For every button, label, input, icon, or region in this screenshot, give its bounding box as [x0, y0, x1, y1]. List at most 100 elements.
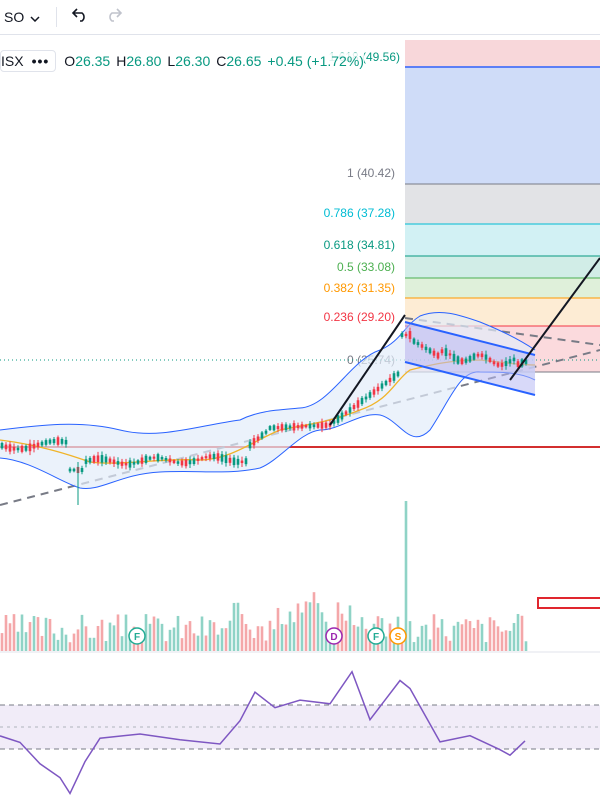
projection-line[interactable] — [509, 257, 600, 381]
candle-body — [456, 356, 460, 364]
candle-body — [208, 454, 212, 459]
volume-bar — [272, 629, 276, 651]
rsi-pane[interactable] — [0, 670, 600, 795]
low-label: L — [167, 53, 176, 69]
candle-body — [472, 353, 476, 360]
volume-bar — [248, 629, 252, 651]
event-marker-1[interactable]: F — [128, 627, 146, 645]
candle-body — [432, 350, 436, 356]
candle-body — [196, 458, 200, 461]
candlestick-series[interactable] — [0, 327, 528, 505]
high-value: 26.80 — [126, 53, 162, 69]
candle-body — [496, 362, 500, 367]
fib-zone-1 — [405, 184, 600, 224]
candle-body — [336, 415, 340, 423]
volume-bar — [424, 624, 428, 651]
volume-bar — [8, 623, 12, 651]
volume-bar — [404, 501, 408, 651]
candle-body — [212, 453, 216, 460]
volume-bar — [292, 622, 296, 651]
undo-button[interactable] — [63, 0, 97, 34]
candle-body — [108, 458, 112, 463]
candle-body — [280, 424, 284, 431]
volume-bar — [212, 622, 216, 651]
fib-label-1: 1 (40.42) — [347, 166, 395, 180]
candle-body — [480, 353, 484, 358]
change-value: +0.45 (+1.72%) — [267, 53, 364, 69]
volume-bar — [60, 627, 64, 651]
volume-bar — [12, 614, 16, 651]
event-marker-4[interactable]: S — [389, 627, 407, 645]
volume-bar — [504, 630, 508, 651]
redo-button[interactable] — [97, 0, 131, 34]
volume-bar — [304, 601, 308, 651]
volume-bar — [516, 613, 520, 651]
volume-bar — [184, 624, 188, 651]
legend-symbol-box[interactable]: ISX ••• — [0, 50, 57, 72]
fib-label-0382: 0.382 (31.35) — [324, 281, 395, 295]
candle-body — [156, 454, 160, 462]
impulse-line[interactable] — [329, 314, 406, 426]
candle-body — [132, 461, 136, 465]
symbol-selector-label: SO — [4, 9, 25, 25]
candle-body — [188, 460, 192, 465]
volume-bar — [268, 620, 272, 651]
candle-body — [164, 458, 168, 461]
volume-bar — [320, 612, 324, 651]
redo-icon — [105, 7, 123, 27]
candle-body — [8, 444, 12, 452]
highlight-rectangle[interactable] — [537, 597, 600, 609]
svg-text:D: D — [330, 632, 337, 643]
volume-bar — [0, 633, 4, 651]
fib-label-0618: 0.618 (34.81) — [324, 238, 395, 252]
close-value: 26.65 — [226, 53, 262, 69]
candle-body — [276, 426, 280, 430]
candle-body — [180, 460, 184, 466]
candle-body — [420, 344, 424, 348]
candle-body — [244, 458, 248, 465]
event-marker-2[interactable]: D — [325, 627, 343, 645]
candle-body — [312, 424, 316, 428]
ohlc-values: O26.35 H26.80 L26.30 C26.65 +0.45 (+1.72… — [64, 53, 364, 69]
more-options-icon[interactable]: ••• — [31, 53, 50, 69]
volume-bar — [240, 614, 244, 651]
volume-bar — [464, 619, 468, 651]
candle-body — [128, 460, 132, 468]
candle-body — [204, 456, 208, 459]
candle-body — [288, 425, 292, 429]
candle-body — [380, 383, 384, 389]
volume-bar — [152, 616, 156, 651]
volume-bar — [92, 637, 96, 651]
symbol-selector[interactable]: SO — [0, 0, 50, 34]
candle-body — [112, 459, 116, 464]
candle-body — [88, 457, 92, 463]
volume-bar — [76, 629, 80, 651]
volume-bar — [260, 626, 264, 651]
volume-bar — [232, 602, 236, 651]
candle-body — [16, 447, 20, 451]
candle-body — [408, 331, 412, 339]
volume-bar — [108, 622, 112, 651]
volume-bar — [56, 639, 60, 651]
candle-body — [524, 359, 528, 364]
volume-bar — [440, 619, 444, 651]
candle-body — [436, 352, 440, 359]
volume-bar — [416, 636, 420, 651]
volume-bar — [196, 635, 200, 651]
volume-bar — [100, 619, 104, 651]
fib-zone-0786 — [405, 224, 600, 256]
volume-bar — [236, 602, 240, 651]
volume-bar — [68, 642, 72, 651]
candle-body — [232, 457, 236, 466]
volume-bar — [36, 617, 40, 651]
event-marker-3[interactable]: F — [367, 627, 385, 645]
candle-body — [256, 436, 260, 441]
candle-body — [140, 457, 144, 464]
volume-bar — [204, 635, 208, 651]
chevron-down-icon — [30, 9, 40, 25]
volume-bar — [164, 641, 168, 651]
volume-bar — [40, 635, 44, 651]
candle-body — [344, 411, 348, 415]
candle-body — [512, 357, 516, 362]
